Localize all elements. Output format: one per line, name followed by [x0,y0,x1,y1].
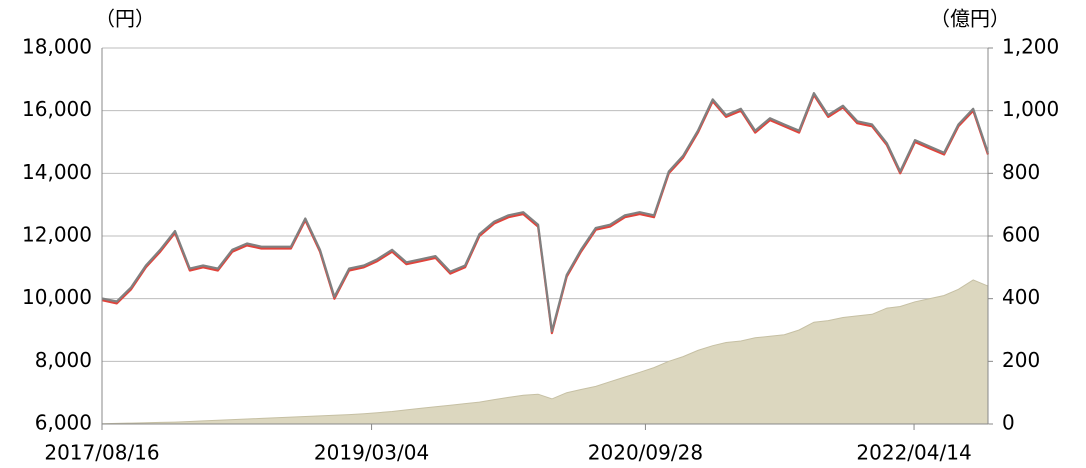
x-tick-label: 2017/08/16 [44,441,159,465]
x-tick-label: 2022/04/14 [856,441,971,465]
y2-tick-label: 200 [1002,348,1040,372]
y-tick-label: 18,000 [22,35,92,59]
y-axis-label: （円） [95,7,155,31]
x-tick-label: 2019/03/04 [314,441,429,465]
y-tick-label: 16,000 [22,97,92,121]
y2-tick-label: 0 [1002,411,1015,435]
y-tick-label: 10,000 [22,285,92,309]
y2-tick-label: 1,200 [1002,35,1059,59]
y2-tick-label: 1,000 [1002,97,1059,121]
y-tick-label: 12,000 [22,223,92,247]
y2-axis-label: （億円） [930,7,1010,31]
line [101,93,990,335]
y2-tick-label: 800 [1002,160,1040,184]
line [101,92,990,333]
x-tick-label: 2020/09/28 [588,441,703,465]
y-tick-label: 6,000 [35,411,92,435]
y-tick-label: 14,000 [22,160,92,184]
y-tick-label: 8,000 [35,348,92,372]
y2-tick-label: 400 [1002,285,1040,309]
area [101,279,989,425]
y2-tick-label: 600 [1002,223,1040,247]
